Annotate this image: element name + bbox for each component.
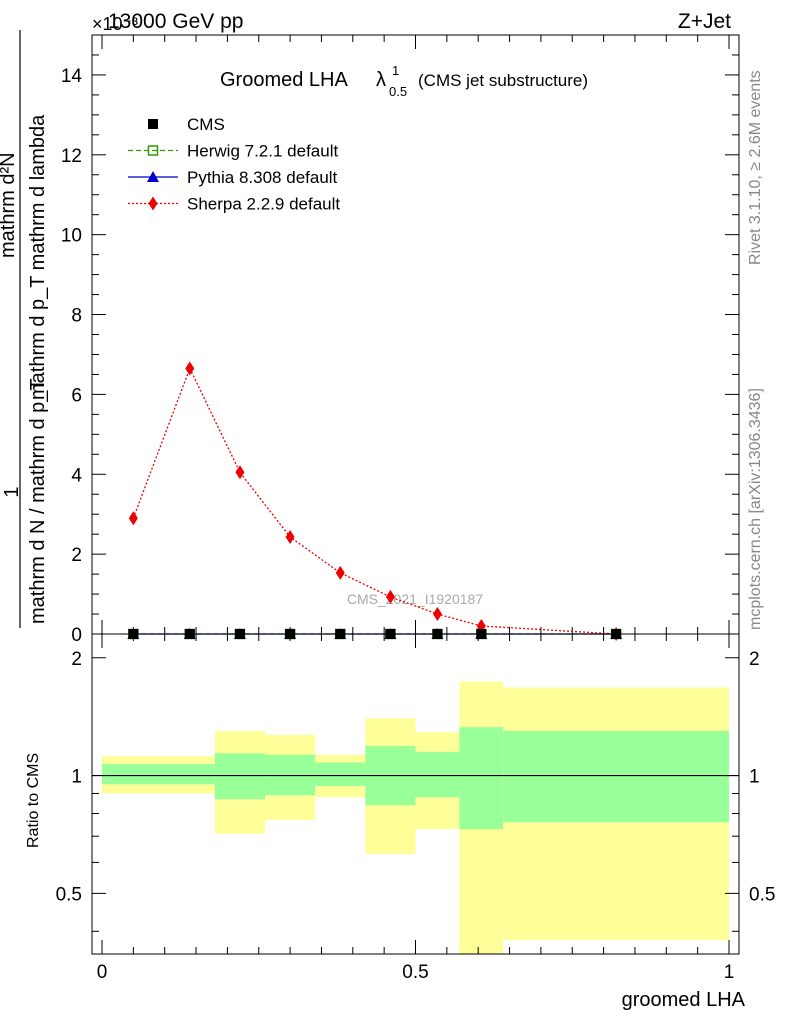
ratio-inner-band xyxy=(459,727,504,830)
legend: CMS Herwig 7.2.1 default Pythia 8.308 defa… xyxy=(128,115,340,214)
ratio-ytick-label: 2 xyxy=(71,649,82,670)
data-point xyxy=(432,607,442,622)
data-point xyxy=(128,511,138,526)
ratio-ylabel: Ratio to CMS xyxy=(25,753,42,848)
ratio-inner-band xyxy=(503,730,729,823)
legend-label: Sherpa 2.2.9 default xyxy=(187,195,340,214)
watermark: CMS_2021_I1920187 xyxy=(347,591,483,607)
title-lambda: λ xyxy=(376,69,386,91)
main-ytick-label: 12 xyxy=(61,146,82,167)
legend-marker xyxy=(148,196,158,211)
data-point xyxy=(285,529,295,544)
main-ytick-label: 4 xyxy=(71,465,82,486)
ratio-ytick-label-right: 1 xyxy=(749,767,760,788)
data-point xyxy=(235,465,245,480)
ratio-ytick-label-right: 2 xyxy=(749,649,760,670)
rivet-label: Rivet 3.1.10, ≥ 2.6M events xyxy=(747,70,764,265)
title-note: (CMS jet substructure) xyxy=(418,71,588,90)
main-ytick-label: 14 xyxy=(61,66,83,87)
ylabel-num: mathrm d²N xyxy=(0,152,19,258)
main-ytick-label: 2 xyxy=(71,545,82,566)
ratio-xtick-label: 1 xyxy=(724,962,735,983)
energy-label: 13000 GeV pp xyxy=(108,10,243,33)
ratio-inner-band xyxy=(102,764,215,785)
ratio-inner-band xyxy=(315,762,366,787)
ylabel-top: 1 xyxy=(1,486,23,497)
title-sup: 1 xyxy=(392,63,399,78)
title-sub: 0.5 xyxy=(389,84,407,99)
data-point xyxy=(385,589,395,604)
ratio-ytick-label: 1 xyxy=(71,767,82,788)
title-main: Groomed LHA xyxy=(220,69,348,91)
main-ytick-label: 0 xyxy=(71,625,82,646)
ratio-axes: 0.5 0.5 1 1 2 2 0 0.5 1 xyxy=(56,634,775,983)
ratio-inner-band xyxy=(415,751,460,798)
ratio-xtick-label: 0.5 xyxy=(402,962,428,983)
ratio-inner-band xyxy=(214,753,266,800)
process-label: Z+Jet xyxy=(678,10,731,33)
main-ytick-label: 8 xyxy=(71,306,82,327)
data-point xyxy=(335,565,345,580)
legend-label: Herwig 7.2.1 default xyxy=(187,142,338,161)
legend-marker xyxy=(147,145,159,156)
ratio-ytick-label: 0.5 xyxy=(56,884,82,905)
main-ytick-label: 6 xyxy=(71,385,82,406)
ratio-ytick-label-right: 0.5 xyxy=(749,884,775,905)
legend-label: Pythia 8.308 default xyxy=(187,168,338,187)
mcplots-label: mcplots.cern.ch [arXiv:1306.3436] xyxy=(747,388,764,630)
data-point xyxy=(185,361,195,376)
ylabel-den: mathrm d p_T mathrm d lambda xyxy=(27,114,49,400)
xlabel: groomed LHA xyxy=(622,989,746,1011)
exponent-label: ×10⁻³ xyxy=(92,14,138,34)
legend-label: CMS xyxy=(187,115,225,134)
chart-title: Groomed LHA λ 1 0.5 (CMS jet substructur… xyxy=(220,63,588,99)
ratio-bands xyxy=(102,681,729,954)
legend-marker xyxy=(148,119,158,129)
main-ytick-label: 10 xyxy=(61,226,82,247)
ylabel-bottom: mathrm d N / mathrm d p_T xyxy=(27,378,49,624)
legend-marker xyxy=(147,171,159,182)
main-axes: 0 2 4 6 8 10 12 14 xyxy=(61,34,739,646)
ratio-xtick-label: 0 xyxy=(97,962,108,983)
